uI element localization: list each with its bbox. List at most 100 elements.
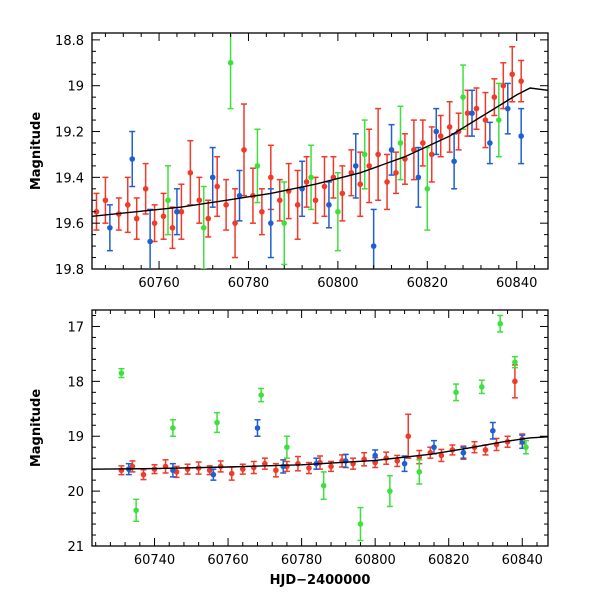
bottom-red-point-36 [512, 378, 518, 385]
bottom-red-point-25 [394, 458, 401, 464]
top-red-point-27 [339, 190, 346, 197]
top-red-point-38 [437, 133, 444, 139]
top-x-tick-label-1: 60780 [228, 276, 269, 291]
bottom-green-point-9 [416, 469, 423, 475]
top-green-point-8 [397, 140, 404, 146]
top-red-point-45 [500, 82, 507, 89]
top-green-point-11 [496, 117, 502, 123]
top-red-point-18 [259, 208, 265, 215]
top-blue-point-1 [129, 156, 136, 162]
top-red-point-24 [312, 197, 319, 204]
top-red-point-19 [268, 174, 274, 181]
top-red-point-30 [366, 163, 372, 169]
bottom-green-point-12 [497, 320, 503, 327]
top-red-point-12 [205, 215, 212, 222]
bottom-blue-point-3 [254, 425, 261, 431]
bottom-green-point-8 [387, 488, 393, 494]
top-red-point-5 [142, 186, 149, 192]
bottom-y-tick-label-3: 20 [67, 485, 84, 500]
top-red-point-0 [93, 208, 100, 215]
top-y-tick-label-2: 19.2 [55, 126, 84, 141]
top-red-point-4 [133, 215, 140, 222]
bottom-blue-point-2 [210, 471, 217, 478]
bottom-x-axis-title: HJD−2400000 [270, 573, 371, 588]
top-red-point-33 [393, 169, 399, 176]
bottom-y-tick-label-0: 17 [67, 320, 84, 335]
bottom-red-point-8 [206, 467, 213, 474]
bottom-red-point-33 [482, 447, 489, 453]
bottom-plot-frame [91, 309, 549, 547]
bottom-green-point-13 [512, 359, 518, 365]
top-y-tick-label-0: 18.8 [55, 34, 84, 49]
top-blue-point-16 [487, 140, 493, 146]
top-blue-point-0 [107, 224, 113, 231]
top-red-point-42 [473, 105, 480, 112]
bottom-red-point-14 [273, 467, 279, 474]
top-red-point-47 [518, 78, 524, 84]
top-red-point-23 [303, 179, 310, 185]
top-red-point-46 [509, 71, 516, 78]
top-green-point-7 [361, 151, 368, 158]
top-blue-point-6 [268, 220, 274, 226]
top-red-point-7 [160, 213, 167, 220]
top-red-point-44 [491, 94, 498, 100]
top-red-point-16 [241, 147, 247, 153]
top-panel: 60760 60780 60800 60820 60840 18.8 19 19.2 19.4 1… [29, 32, 549, 291]
top-y-tick-label-3: 19.4 [55, 171, 84, 186]
bottom-green-point-5 [284, 444, 290, 451]
bottom-x-tick-label-3: 60800 [354, 553, 395, 568]
bottom-blue-point-11 [490, 427, 496, 434]
top-red-point-29 [357, 181, 364, 188]
bottom-blue-point-9 [431, 444, 437, 451]
top-x-tick-label-0: 60760 [138, 276, 179, 291]
top-green-point-3 [254, 163, 261, 169]
top-red-point-39 [446, 124, 453, 130]
top-red-point-10 [187, 169, 194, 176]
top-red-point-31 [375, 151, 381, 158]
bottom-red-point-2 [140, 471, 147, 478]
top-red-point-11 [196, 197, 203, 204]
bottom-y-axis-title: Magnitude [29, 389, 44, 468]
top-blue-point-3 [174, 208, 180, 215]
top-red-point-36 [420, 140, 426, 146]
top-blue-point-4 [209, 174, 216, 181]
top-green-point-2 [227, 59, 234, 66]
bottom-x-tick-label-2: 60780 [281, 553, 322, 568]
bottom-green-point-10 [453, 389, 459, 396]
top-green-point-5 [308, 174, 314, 181]
bottom-x-tick-label-1: 60760 [207, 553, 248, 568]
top-blue-point-14 [451, 158, 457, 165]
top-blue-point-15 [469, 110, 475, 116]
top-blue-point-12 [415, 174, 422, 181]
top-blue-point-10 [370, 243, 377, 249]
top-green-point-4 [281, 220, 288, 226]
top-red-point-8 [169, 224, 176, 231]
top-blue-point-9 [352, 163, 359, 169]
top-blue-point-5 [236, 192, 243, 199]
bottom-blue-point-8 [401, 460, 408, 467]
top-blue-point-8 [326, 202, 332, 208]
top-y-tick-label-1: 19 [67, 80, 84, 95]
top-red-point-20 [276, 197, 283, 204]
top-red-point-3 [124, 202, 131, 208]
bottom-y-tick-label-4: 21 [67, 540, 84, 555]
bottom-green-point-6 [320, 482, 327, 489]
top-x-tick-label-4: 60840 [496, 276, 537, 291]
top-green-point-9 [424, 186, 431, 192]
top-plot-frame [91, 32, 549, 270]
bottom-red-point-26 [405, 433, 412, 440]
bottom-red-point-11 [239, 466, 246, 472]
bottom-blue-point-4 [280, 463, 287, 470]
top-data-marks [92, 33, 548, 269]
top-model-curve [92, 87, 548, 217]
bottom-x-tick-label-4: 60820 [428, 553, 469, 568]
top-y-tick-label-5: 19.8 [55, 263, 84, 278]
top-axis-ticks: 60760 60780 60800 60820 60840 18.8 19 19.2 19.4 1… [55, 33, 548, 291]
bottom-x-tick-label-0: 60740 [134, 553, 175, 568]
top-green-point-10 [460, 94, 466, 100]
bottom-green-point-3 [214, 419, 220, 426]
bottom-green-point-4 [258, 392, 264, 398]
top-red-point-32 [384, 179, 390, 185]
bottom-panel: 60740 60760 60780 60800 60820 60840 17 18 19 20 21… [29, 309, 549, 588]
top-blue-point-17 [504, 105, 511, 112]
